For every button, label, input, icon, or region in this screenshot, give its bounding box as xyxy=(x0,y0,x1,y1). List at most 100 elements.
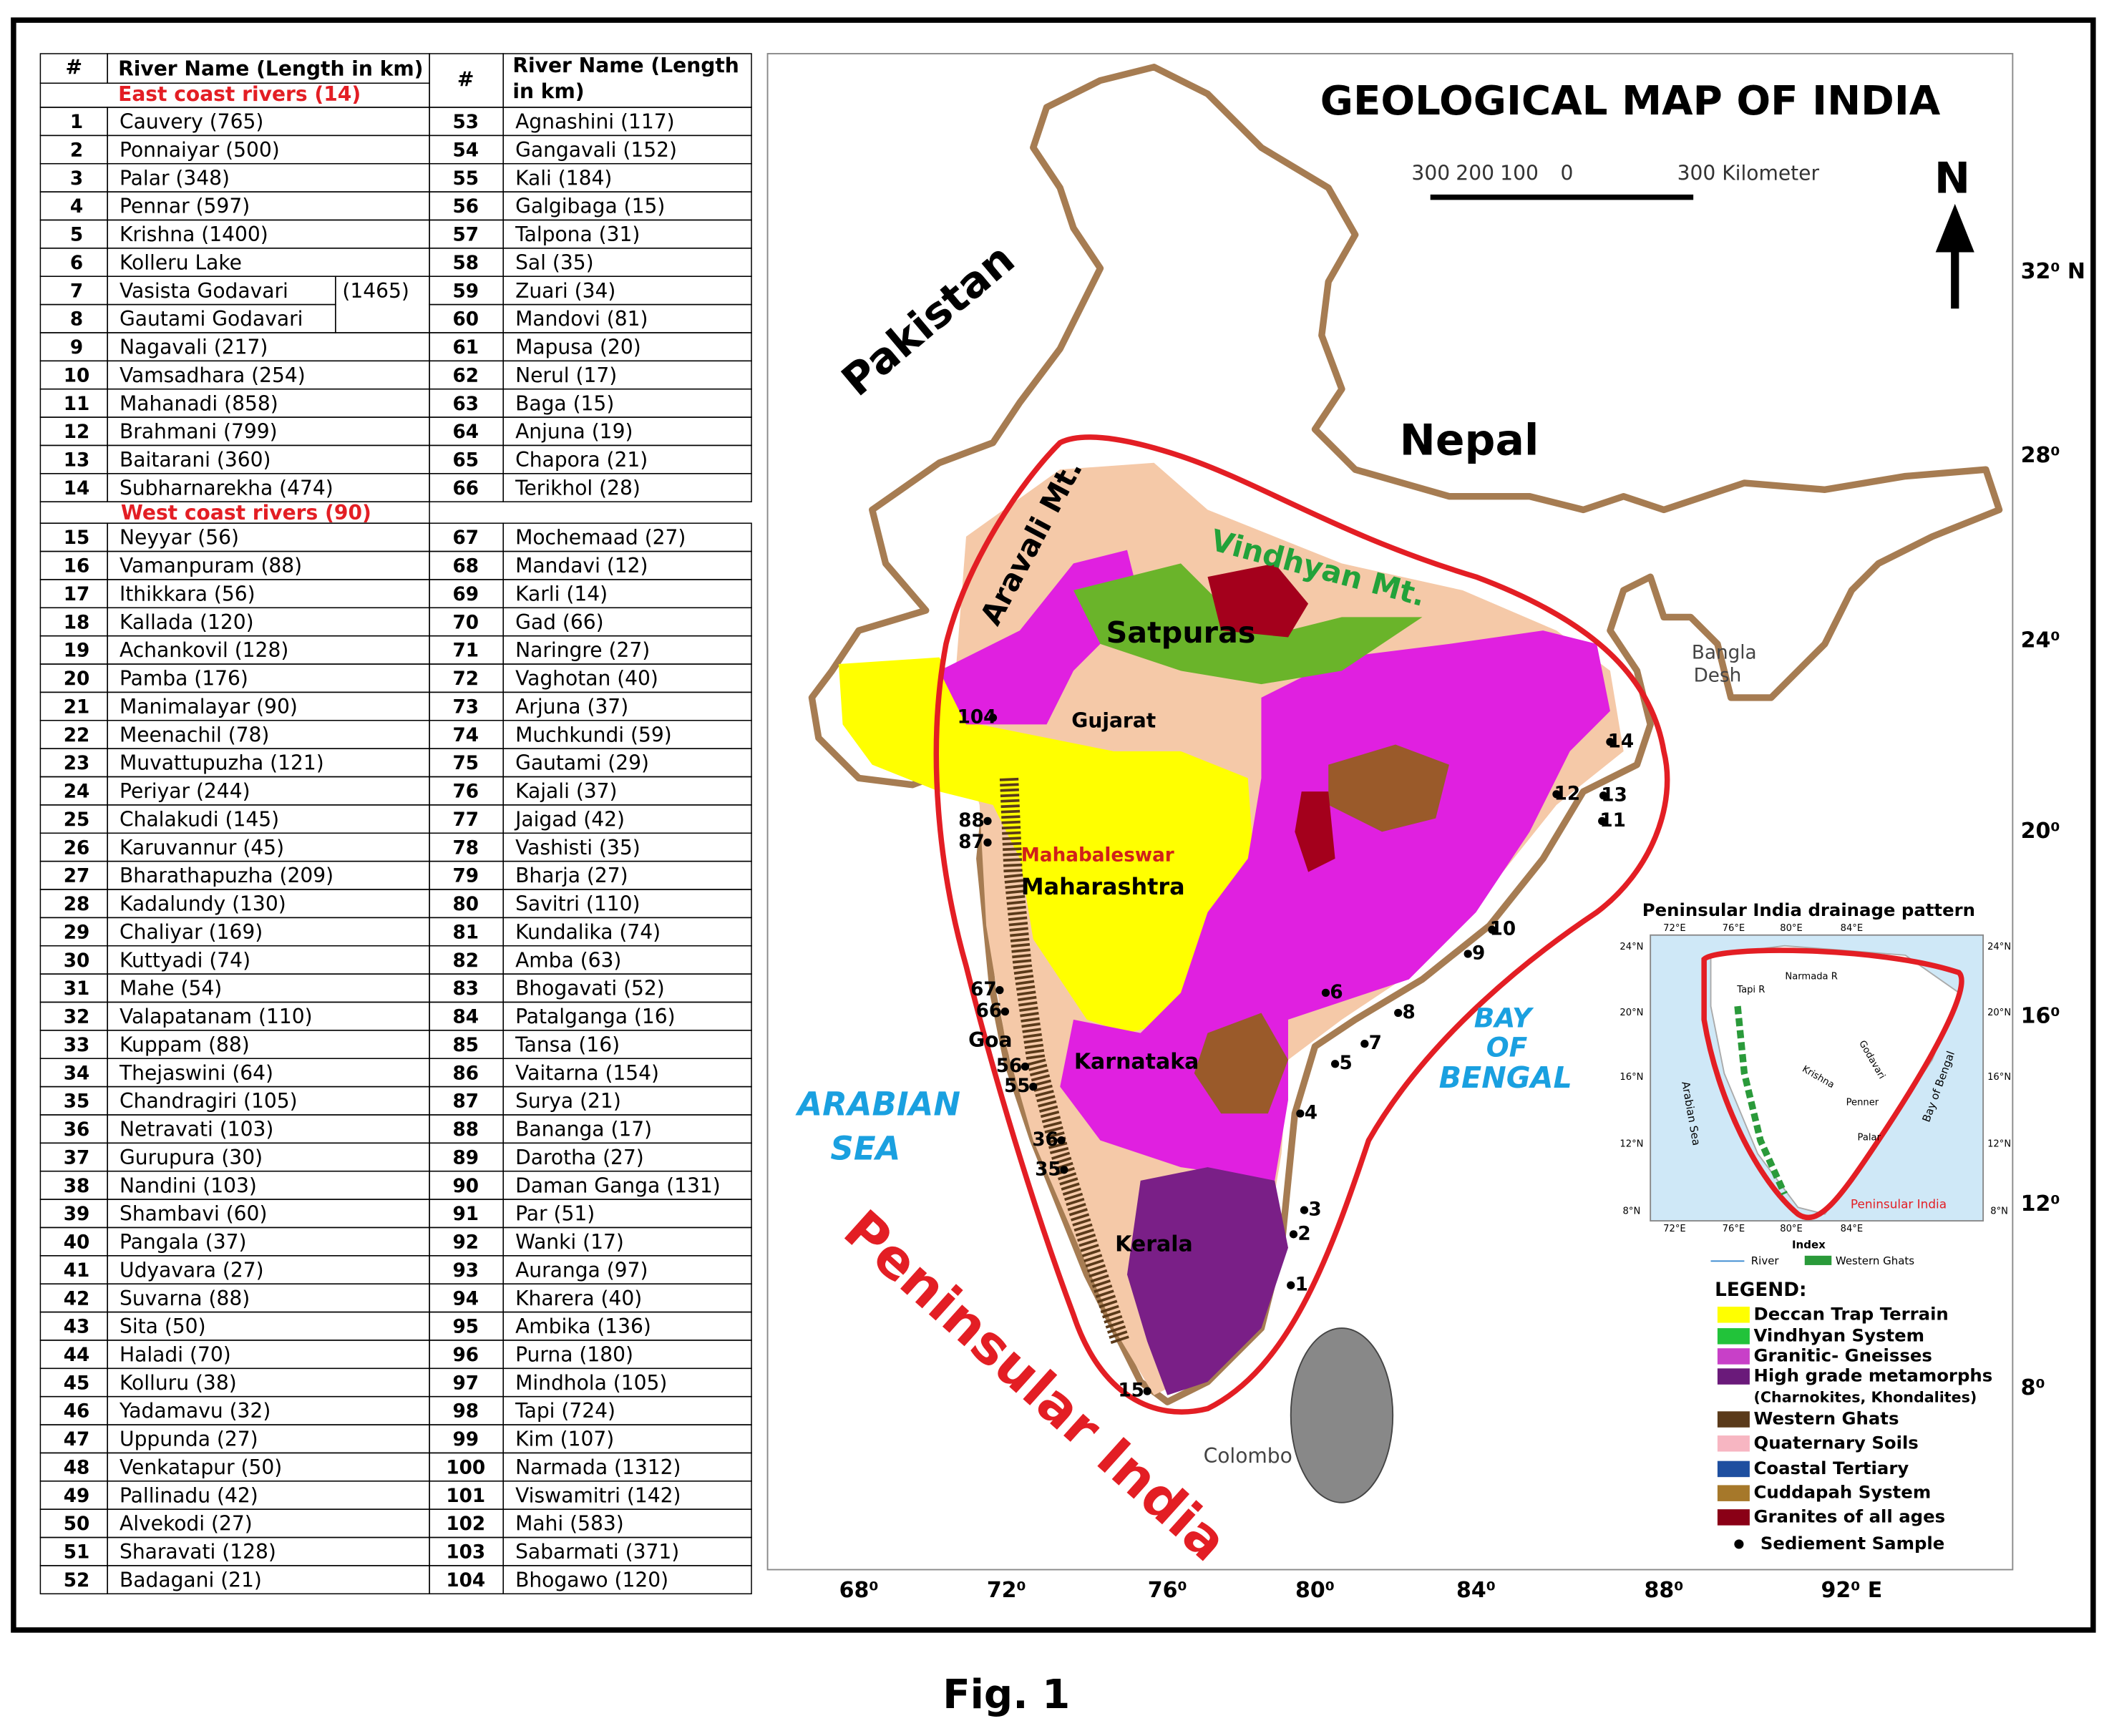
row-number: 70 xyxy=(452,612,479,633)
river-name: Narmada (1312) xyxy=(515,1455,681,1479)
river-name: Terikhol (28) xyxy=(515,476,641,499)
river-name: Haladi (70) xyxy=(120,1342,231,1366)
row-number: 3 xyxy=(70,168,83,190)
row-number: 14 xyxy=(64,478,90,499)
row-number: 58 xyxy=(452,253,479,274)
inset-lat: 24°N xyxy=(1620,942,1643,952)
row-number: 73 xyxy=(452,696,479,718)
inset-lon: 80°E xyxy=(1780,923,1803,934)
sample-label: 15 xyxy=(1118,1380,1144,1402)
sample-point xyxy=(1606,738,1614,746)
river-name: Gurupura (30) xyxy=(120,1146,263,1169)
row-number: 34 xyxy=(64,1063,90,1084)
sample-point xyxy=(1296,1109,1305,1118)
river-name: Gautami (29) xyxy=(515,751,649,775)
map-title: GEOLOGICAL MAP OF INDIA xyxy=(1320,78,1941,125)
row-number: 2 xyxy=(70,140,83,161)
river-name: Brahmani (799) xyxy=(120,420,278,444)
inset-key: Western Ghats xyxy=(1836,1254,1914,1267)
row-number: 49 xyxy=(64,1486,90,1507)
river-table: # River Name (Length in km) # River Name (L… xyxy=(39,53,752,1595)
river-name: Tansa (16) xyxy=(515,1033,620,1056)
river-name: Sita (50) xyxy=(120,1315,206,1338)
row-number: 88 xyxy=(452,1119,479,1141)
deccan-trap xyxy=(838,657,1255,1033)
row-number: 60 xyxy=(452,309,479,331)
river-name: Muvattupuzha (121) xyxy=(120,751,324,775)
row-number: 61 xyxy=(452,337,479,359)
row-number: 103 xyxy=(446,1542,485,1564)
map: GEOLOGICAL MAP OF INDIA N Pakistan Nepal… xyxy=(795,64,2085,1718)
table-header: River Name (Length in km) xyxy=(512,53,739,104)
river-name: Ithikkara (56) xyxy=(120,582,255,605)
inset-lon: 76°E xyxy=(1723,923,1745,934)
legend-swatch xyxy=(1734,1539,1744,1549)
legend-swatch xyxy=(1717,1435,1750,1452)
sample-point xyxy=(1029,1082,1038,1091)
row-number: 102 xyxy=(446,1513,485,1535)
row-number: 96 xyxy=(452,1345,479,1366)
row-number: 8 xyxy=(70,309,83,331)
row-number: 93 xyxy=(452,1260,479,1282)
inset-lat: 12°N xyxy=(1620,1139,1643,1150)
inset-lat: 12°N xyxy=(1987,1139,2011,1150)
row-number: 72 xyxy=(452,668,479,690)
longitude-label: 68⁰ xyxy=(839,1578,879,1603)
river-name: Ponnaiyar (500) xyxy=(120,138,280,162)
row-number: 23 xyxy=(64,753,90,774)
country: Nepal xyxy=(1400,415,1539,465)
river-name: Alvekodi (27) xyxy=(120,1512,253,1536)
latitude-label: 20⁰ xyxy=(2021,819,2060,844)
row-number: 81 xyxy=(452,922,479,943)
row-number: 13 xyxy=(64,449,90,471)
row-number: 38 xyxy=(64,1176,90,1197)
sample-point xyxy=(1394,1008,1403,1018)
city: Colombo xyxy=(1204,1444,1292,1468)
river-name: Gad (66) xyxy=(515,610,604,634)
country: Pakistan xyxy=(832,234,1024,406)
cuddapah xyxy=(1328,744,1449,832)
row-number: 12 xyxy=(64,421,90,443)
river-name: Cauvery (765) xyxy=(120,110,263,134)
sample-label: 5 xyxy=(1339,1053,1352,1074)
river-name: Kuppam (88) xyxy=(120,1033,250,1056)
table-header: # xyxy=(65,56,82,79)
row-number: 56 xyxy=(452,196,479,218)
table-cell xyxy=(107,1565,430,1595)
river-name: Kuttyadi (74) xyxy=(120,948,250,972)
granites xyxy=(1207,563,1309,638)
longitude-label: 80⁰ xyxy=(1295,1578,1335,1603)
metamorphs xyxy=(1126,1167,1288,1395)
river-name: Pamba (176) xyxy=(120,667,248,691)
row-number: 98 xyxy=(452,1401,479,1423)
row-number: 26 xyxy=(64,837,90,859)
sample-point xyxy=(1598,816,1607,826)
sample-label: 67 xyxy=(970,979,997,1000)
river-name: Vashisti (35) xyxy=(515,836,641,859)
row-number: 5 xyxy=(70,225,83,246)
row-number: 75 xyxy=(452,753,479,774)
scale-label: 300 xyxy=(1411,162,1450,185)
row-number: 47 xyxy=(64,1429,90,1450)
sample-point xyxy=(1287,1281,1295,1289)
sample-point xyxy=(1552,790,1561,799)
river-name: Kundalika (74) xyxy=(515,920,661,944)
river-name: Kolluru (38) xyxy=(120,1371,237,1395)
latitude-label: 16⁰ xyxy=(2021,1004,2060,1029)
row-number: 39 xyxy=(64,1204,90,1225)
row-number: 101 xyxy=(446,1486,485,1507)
river-name: Kajali (37) xyxy=(515,779,617,803)
sample-point xyxy=(1000,1007,1010,1016)
river-name: Periyar (244) xyxy=(120,779,250,803)
latitude-label: 28⁰ xyxy=(2021,443,2060,468)
sample-point xyxy=(1060,1166,1068,1174)
sea: OF xyxy=(1486,1032,1528,1063)
inset-ghats xyxy=(1734,1005,1788,1196)
legend-label: Granitic- Gneisses xyxy=(1754,1345,1932,1365)
river-name: Bananga (17) xyxy=(515,1118,652,1141)
sample-label: 3 xyxy=(1308,1199,1321,1221)
sample-label: 55 xyxy=(1004,1076,1031,1097)
inset-key: River xyxy=(1751,1254,1780,1267)
row-number: 45 xyxy=(64,1372,90,1394)
scale-label: 0 xyxy=(1561,162,1574,185)
